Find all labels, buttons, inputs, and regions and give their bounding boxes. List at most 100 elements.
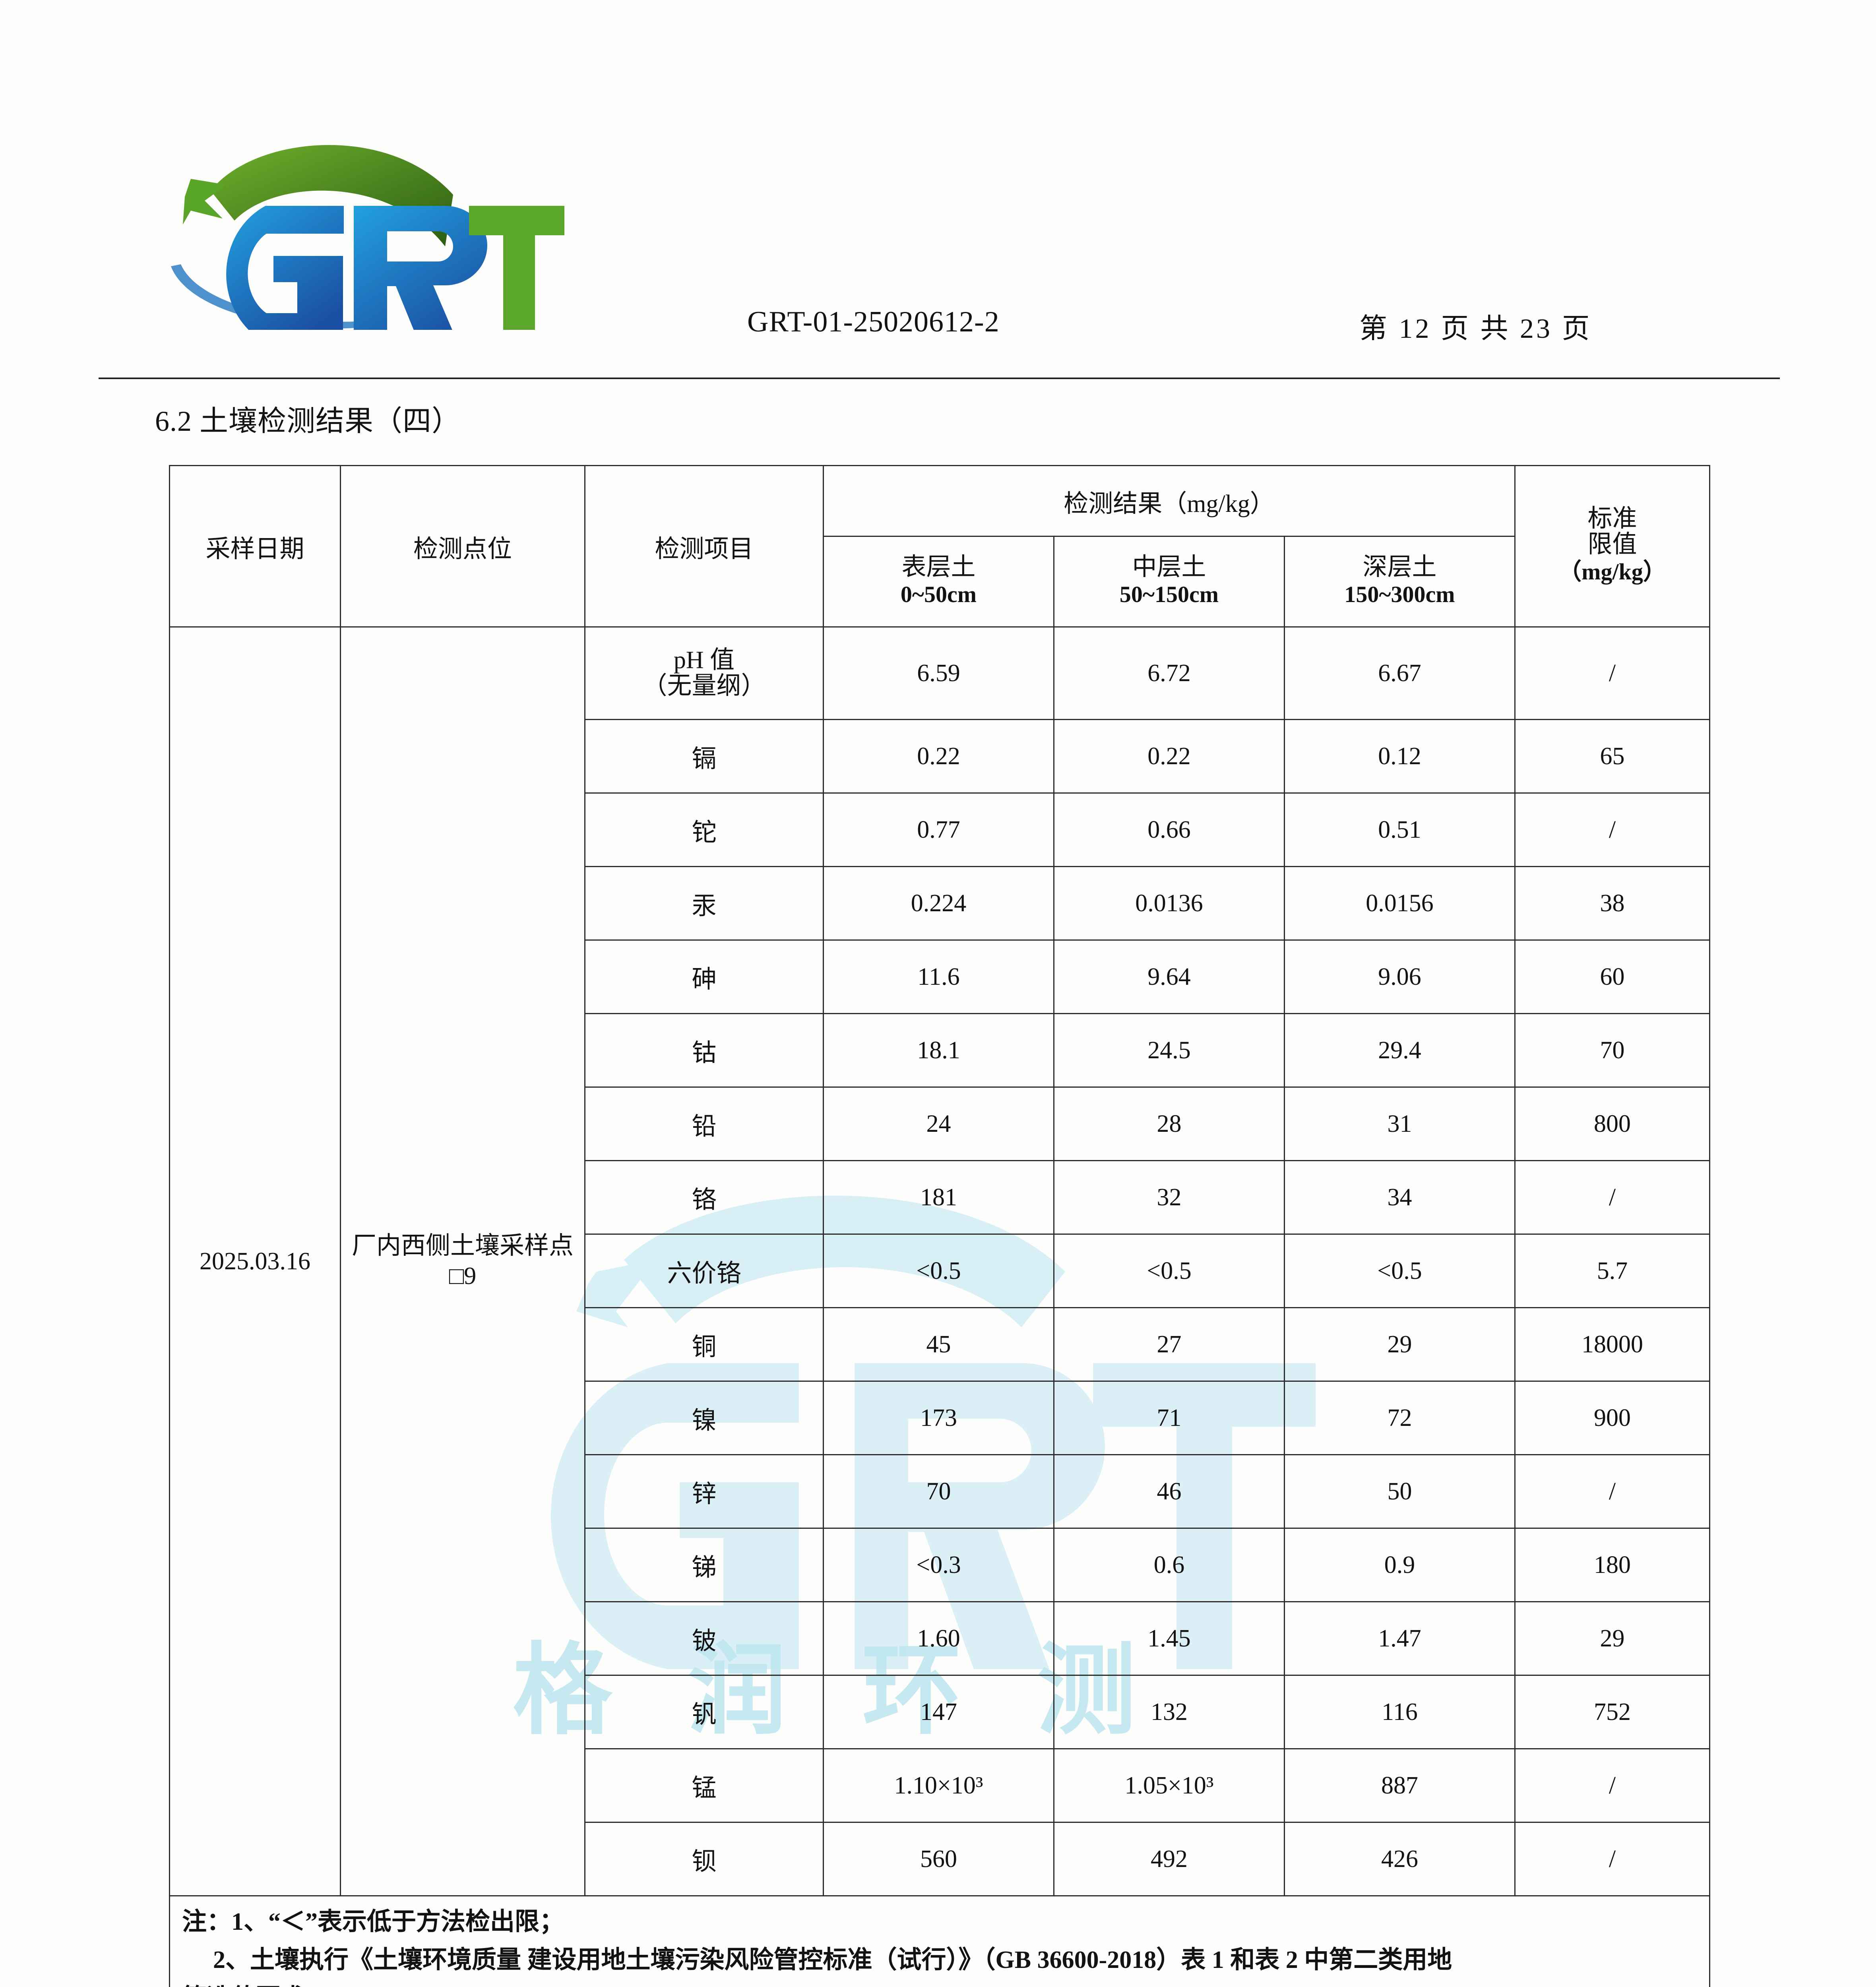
cell-test-item: 镉	[584, 719, 824, 794]
cell-surface: 70	[823, 1454, 1054, 1529]
cell-limit: 70	[1514, 1013, 1711, 1088]
cell-deep: 34	[1283, 1160, 1516, 1235]
table-row: 铊 0.77 0.66 0.51 /	[170, 792, 1711, 867]
note-line-3: 筛选值要求；	[182, 1979, 1697, 1987]
cell-surface: 1.60	[823, 1601, 1054, 1676]
th-layer-deep-name: 深层土	[1362, 553, 1437, 581]
th-layer-middle-depth: 50~150cm	[1119, 581, 1219, 607]
cell-deep: 116	[1283, 1675, 1516, 1749]
cell-test-item: 镍	[584, 1381, 824, 1455]
cell-middle: 1.45	[1053, 1601, 1285, 1676]
cell-surface: 11.6	[823, 939, 1054, 1014]
note-line-1: 注：1、“＜”表示低于方法检出限；	[182, 1908, 564, 1935]
page-number: 第 12 页 共 23 页	[1359, 314, 1592, 344]
document-number: GRT-01-25020612-2	[747, 306, 1000, 338]
table-body: 2025.03.16 厂内西侧土壤采样点□9 pH 值 （无量纲） 6.59 6…	[169, 626, 1711, 1987]
cell-deep: 426	[1283, 1822, 1516, 1896]
cell-deep: 72	[1283, 1381, 1516, 1455]
table-row: 铅 24 28 31 800	[170, 1086, 1711, 1161]
cell-test-item: 钴	[584, 1013, 824, 1088]
cell-middle: 46	[1053, 1454, 1285, 1529]
table-row: 钡 560 492 426 /	[170, 1822, 1711, 1896]
cell-surface: 45	[823, 1307, 1054, 1382]
cell-test-item: pH 值 （无量纲）	[584, 626, 824, 720]
cell-surface: 0.224	[823, 866, 1054, 941]
cell-surface: 181	[823, 1160, 1054, 1235]
cell-limit: 900	[1514, 1381, 1711, 1455]
cell-test-item: 铍	[584, 1601, 824, 1676]
th-standard-limit-line1: 标准	[1587, 505, 1637, 533]
cell-test-item: 六价铬	[584, 1234, 824, 1308]
grt-logo	[167, 119, 568, 351]
table-row: 钒 147 132 116 752	[170, 1675, 1711, 1749]
cell-test-item: 锌	[584, 1454, 824, 1529]
cell-test-item: 锰	[584, 1748, 824, 1823]
table-head-row-1: 采样日期 检测点位 检测项目 检测结果（mg/kg） 标准 限值 （mg/kg）	[169, 465, 1711, 627]
cell-deep: 0.51	[1283, 792, 1516, 867]
cell-middle: 132	[1053, 1675, 1285, 1749]
cell-deep: <0.5	[1283, 1234, 1516, 1308]
cell-test-item: 锑	[584, 1528, 824, 1602]
th-result-group: 检测结果（mg/kg）	[822, 465, 1516, 537]
cell-surface: 0.22	[823, 719, 1054, 794]
cell-middle: 6.72	[1053, 626, 1285, 720]
cell-middle: 28	[1053, 1086, 1285, 1161]
header-divider	[99, 378, 1780, 379]
table-row: 2025.03.16 厂内西侧土壤采样点□9 pH 值 （无量纲） 6.59 6…	[169, 626, 1711, 1896]
cell-middle: 24.5	[1053, 1013, 1285, 1088]
cell-middle: 0.66	[1053, 792, 1285, 867]
table-notes-row: 注：1、“＜”表示低于方法检出限； 2、土壤执行《土壤环境质量 建设用地土壤污染…	[169, 1895, 1711, 1987]
cell-deep: 1.47	[1283, 1601, 1516, 1676]
cell-middle: <0.5	[1053, 1234, 1285, 1308]
cell-test-item-line2: （无量纲）	[642, 672, 766, 699]
cell-surface: 1.10×10³	[823, 1748, 1054, 1823]
cell-limit: /	[1514, 1160, 1711, 1235]
cell-test-item: 钒	[584, 1675, 824, 1749]
cell-limit: 60	[1514, 939, 1711, 1014]
cell-deep: 6.67	[1283, 626, 1516, 720]
cell-middle: 9.64	[1053, 939, 1285, 1014]
table-notes: 注：1、“＜”表示低于方法检出限； 2、土壤执行《土壤环境质量 建设用地土壤污染…	[169, 1895, 1711, 1987]
cell-test-item: 铊	[584, 792, 824, 867]
cell-test-item: 砷	[584, 939, 824, 1014]
section-title: 6.2 土壤检测结果（四）	[155, 405, 461, 437]
cell-surface: 560	[823, 1822, 1054, 1896]
th-standard-limit-line3: （mg/kg）	[1558, 559, 1666, 585]
th-sample-point: 检测点位	[340, 465, 585, 627]
cell-middle: 71	[1053, 1381, 1285, 1455]
table-row: 钴 18.1 24.5 29.4 70	[170, 1013, 1711, 1088]
cell-deep: 29	[1283, 1307, 1516, 1382]
cell-middle: 27	[1053, 1307, 1285, 1382]
table-head: 采样日期 检测点位 检测项目 检测结果（mg/kg） 标准 限值 （mg/kg）…	[169, 465, 1711, 627]
th-test-item: 检测项目	[584, 465, 824, 627]
cell-limit: 5.7	[1514, 1234, 1711, 1308]
cell-sample-date: 2025.03.16	[169, 626, 341, 1896]
th-sample-date: 采样日期	[169, 465, 341, 627]
cell-limit: 38	[1514, 866, 1711, 941]
cell-test-item: 汞	[584, 866, 824, 941]
cell-surface: 147	[823, 1675, 1054, 1749]
cell-deep: 0.12	[1283, 719, 1516, 794]
cell-test-item: 铬	[584, 1160, 824, 1235]
th-layer-surface: 表层土 0~50cm	[823, 536, 1054, 627]
page-header: GRT-01-25020612-2 第 12 页 共 23 页	[0, 302, 1876, 350]
cell-deep: 50	[1283, 1454, 1516, 1529]
th-layer-deep-depth: 150~300cm	[1344, 581, 1455, 607]
th-layer-middle: 中层土 50~150cm	[1053, 536, 1285, 627]
th-layer-middle-name: 中层土	[1132, 553, 1206, 581]
table-row: 汞 0.224 0.0136 0.0156 38	[170, 866, 1711, 941]
cell-limit: 752	[1514, 1675, 1711, 1749]
results-table-container: 采样日期 检测点位 检测项目 检测结果（mg/kg） 标准 限值 （mg/kg）…	[169, 465, 1711, 1987]
cell-middle: 1.05×10³	[1053, 1748, 1285, 1823]
cell-middle: 32	[1053, 1160, 1285, 1235]
th-standard-limit: 标准 限值 （mg/kg）	[1514, 465, 1711, 627]
th-standard-limit-line2: 限值	[1587, 531, 1637, 558]
cell-surface: <0.5	[823, 1234, 1054, 1308]
th-layer-deep: 深层土 150~300cm	[1283, 536, 1516, 627]
cell-limit: /	[1514, 1822, 1711, 1896]
cell-test-item-line1: pH 值	[673, 646, 735, 674]
cell-surface: 0.77	[823, 792, 1054, 867]
cell-sample-point: 厂内西侧土壤采样点□9	[340, 626, 585, 1896]
cell-deep: 0.9	[1283, 1528, 1516, 1602]
note-line-2: 2、土壤执行《土壤环境质量 建设用地土壤污染风险管控标准（试行）》（GB 366…	[213, 1946, 1452, 1974]
